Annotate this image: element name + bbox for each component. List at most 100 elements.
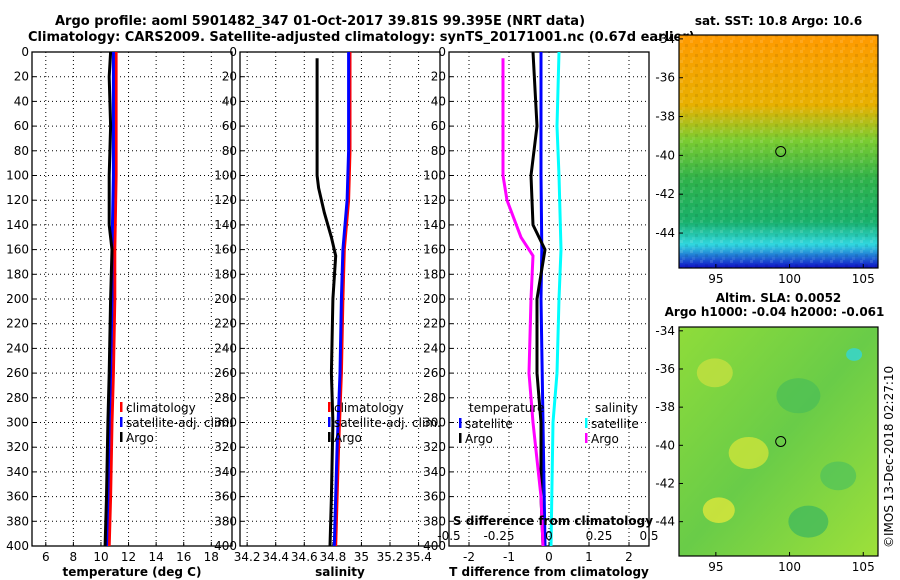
map-title: sat. SST: 10.8 Argo: 10.6 <box>695 14 862 28</box>
depth-tick-label: 320 <box>423 440 446 454</box>
depth-tick-label: 200 <box>214 292 237 306</box>
depth-tick-label: 300 <box>214 416 237 430</box>
legend-swatch <box>328 432 331 442</box>
x-tick-label: 34.4 <box>262 550 289 564</box>
legend-entry: satellite <box>465 417 513 431</box>
x-tick-label: 8 <box>70 550 78 564</box>
x-axis-label: salinity <box>315 565 365 579</box>
depth-tick-label: 100 <box>423 169 446 183</box>
map-blotch <box>696 358 733 388</box>
x-tick-label: 34.6 <box>291 550 318 564</box>
depth-tick-label: 0 <box>229 45 237 59</box>
map-blotch <box>776 378 821 414</box>
legend-entry: satellite <box>591 417 639 431</box>
depth-tick-label: 340 <box>6 465 29 479</box>
legend-swatch <box>585 433 588 443</box>
depth-tick-label: 320 <box>6 440 29 454</box>
depth-tick-label: 280 <box>214 391 237 405</box>
depth-tick-label: 400 <box>214 539 237 553</box>
map-y-tick-label: -38 <box>655 400 675 414</box>
legend-swatch <box>459 433 462 443</box>
map-y-tick-label: -40 <box>655 148 675 162</box>
depth-tick-label: 340 <box>214 465 237 479</box>
depth-tick-label: 400 <box>423 539 446 553</box>
legend-title-salinity: salinity <box>595 401 638 415</box>
legend-entry: satellite-adj. clim. <box>334 416 441 430</box>
series-line-climatology <box>107 52 118 547</box>
map-frame <box>678 34 879 269</box>
legend-swatch <box>328 417 331 427</box>
depth-tick-label: 160 <box>6 243 29 257</box>
map-panel-1: sat. SST: 10.8 Argo: 10.6 -34 -36 -38 -40 -42… <box>655 14 879 286</box>
depth-tick-label: 380 <box>6 514 29 528</box>
x-tick-label: 6 <box>42 550 50 564</box>
x-tick-label: 12 <box>121 550 136 564</box>
map-blotch <box>788 505 829 538</box>
legend-entry: Argo <box>334 431 362 445</box>
x-axis-label: temperature (deg C) <box>63 565 202 579</box>
depth-tick-label: 120 <box>423 193 446 207</box>
depth-tick-label: 140 <box>214 218 237 232</box>
depth-tick-label: 180 <box>423 267 446 281</box>
depth-tick-label: 380 <box>214 514 237 528</box>
depth-tick-label: 200 <box>6 292 29 306</box>
map-y-tick-label: -40 <box>655 438 675 452</box>
depth-tick-label: 40 <box>431 94 446 108</box>
x-axis-label-top: S difference from climatology <box>453 514 653 528</box>
argo-position-marker <box>775 436 787 447</box>
depth-tick-label: 240 <box>423 341 446 355</box>
depth-tick-label: 60 <box>222 119 237 133</box>
map-texture <box>679 35 878 268</box>
depth-tick-label: 160 <box>423 243 446 257</box>
depth-tick-label: 220 <box>6 317 29 331</box>
depth-tick-label: 60 <box>431 119 446 133</box>
map-y-tick-label: -44 <box>655 226 675 240</box>
depth-tick-label: 220 <box>423 317 446 331</box>
map-frame <box>678 326 879 557</box>
depth-tick-label: 40 <box>222 94 237 108</box>
x-tick-label-top: 0.5 <box>639 529 658 543</box>
depth-tick-label: 220 <box>214 317 237 331</box>
legend-entry: climatology <box>334 401 404 415</box>
depth-tick-label: 180 <box>214 267 237 281</box>
profile-panel-3: 0204060801001201401601802002202402602803… <box>423 45 658 579</box>
map-y-tick-label: -42 <box>655 187 675 201</box>
depth-tick-label: 20 <box>222 70 237 84</box>
depth-tick-label: 360 <box>214 490 237 504</box>
map-blotch <box>846 348 863 361</box>
depth-tick-label: 280 <box>423 391 446 405</box>
map-blotch <box>728 436 769 469</box>
map-y-tick-label: -34 <box>655 324 675 338</box>
depth-tick-label: 160 <box>214 243 237 257</box>
depth-tick-label: 380 <box>423 514 446 528</box>
depth-tick-label: 240 <box>214 341 237 355</box>
depth-tick-label: 100 <box>6 169 29 183</box>
legend-swatch <box>120 402 123 412</box>
depth-tick-label: 120 <box>6 193 29 207</box>
x-tick-label: 2 <box>625 550 633 564</box>
series-line-salinity-argo <box>501 58 545 547</box>
map-blotch <box>820 461 857 491</box>
series-line-argo <box>315 58 338 547</box>
depth-tick-label: 80 <box>14 144 29 158</box>
legend-title-temperature: temperature <box>469 401 544 415</box>
map-y-tick-label: -42 <box>655 476 675 490</box>
figure-title-line-2: Climatology: CARS2009. Satellite-adjuste… <box>28 30 695 45</box>
map-y-tick-label: -34 <box>655 32 675 46</box>
series-line-salinity-satellite <box>549 51 563 547</box>
x-tick-label: 16 <box>176 550 191 564</box>
depth-tick-label: 340 <box>423 465 446 479</box>
depth-tick-label: 40 <box>14 94 29 108</box>
series-line-satellite-adj-clim- <box>332 52 351 547</box>
series-line-temperature-argo <box>529 51 547 547</box>
depth-tick-label: 200 <box>423 292 446 306</box>
map-x-tick-label: 95 <box>708 272 723 286</box>
depth-tick-label: 140 <box>6 218 29 232</box>
depth-tick-label: 400 <box>6 539 29 553</box>
x-axis-label: T difference from climatology <box>449 565 649 579</box>
series-line-argo <box>103 51 114 547</box>
x-tick-label-top: -0.25 <box>483 529 514 543</box>
map-x-tick-label: 95 <box>708 560 723 574</box>
map-y-tick-label: -44 <box>655 515 675 529</box>
